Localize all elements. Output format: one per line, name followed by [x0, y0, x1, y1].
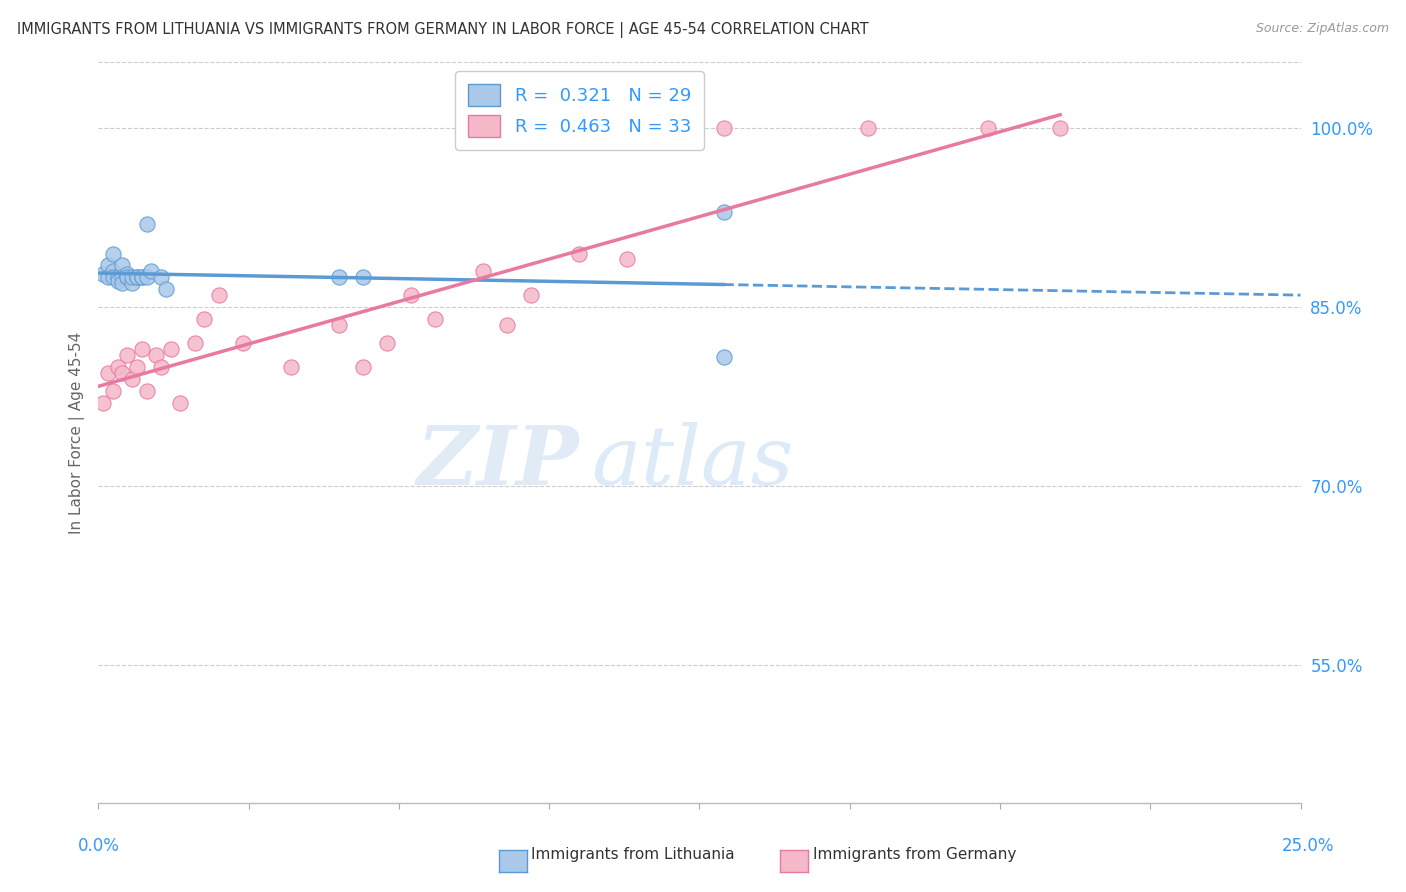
- Point: [135, 270, 157, 285]
- Point: [496, 318, 519, 333]
- Text: atlas: atlas: [592, 422, 793, 502]
- Point: [97, 270, 120, 285]
- Point: [107, 274, 129, 288]
- Point: [135, 384, 157, 398]
- Text: Immigrants from Germany: Immigrants from Germany: [813, 847, 1017, 863]
- Point: [977, 121, 1000, 136]
- Point: [111, 277, 134, 291]
- Point: [107, 270, 129, 285]
- Point: [97, 366, 120, 380]
- Point: [193, 312, 215, 326]
- Point: [91, 396, 114, 410]
- Point: [111, 270, 134, 285]
- Point: [141, 264, 163, 278]
- Point: [159, 342, 181, 356]
- Point: [101, 384, 124, 398]
- Point: [101, 246, 124, 260]
- Point: [713, 351, 735, 365]
- Point: [97, 259, 120, 273]
- Point: [125, 359, 148, 374]
- Point: [232, 336, 254, 351]
- Text: 0.0%: 0.0%: [77, 837, 120, 855]
- Point: [1049, 121, 1071, 136]
- Point: [616, 252, 638, 267]
- Point: [423, 312, 446, 326]
- Point: [375, 336, 398, 351]
- Point: [131, 342, 153, 356]
- Text: Immigrants from Lithuania: Immigrants from Lithuania: [531, 847, 735, 863]
- Point: [121, 270, 143, 285]
- Point: [280, 359, 302, 374]
- Point: [101, 270, 124, 285]
- Point: [183, 336, 205, 351]
- Point: [399, 288, 422, 302]
- Point: [328, 318, 350, 333]
- Point: [117, 270, 139, 285]
- Point: [101, 264, 124, 278]
- Text: Source: ZipAtlas.com: Source: ZipAtlas.com: [1256, 22, 1389, 36]
- Point: [169, 396, 191, 410]
- Point: [352, 359, 374, 374]
- Point: [328, 270, 350, 285]
- Point: [149, 359, 172, 374]
- Point: [121, 277, 143, 291]
- Point: [125, 270, 148, 285]
- Point: [352, 270, 374, 285]
- Point: [856, 121, 879, 136]
- Point: [107, 359, 129, 374]
- Legend: R =  0.321   N = 29, R =  0.463   N = 33: R = 0.321 N = 29, R = 0.463 N = 33: [456, 71, 703, 150]
- Point: [568, 246, 591, 260]
- Text: IMMIGRANTS FROM LITHUANIA VS IMMIGRANTS FROM GERMANY IN LABOR FORCE | AGE 45-54 : IMMIGRANTS FROM LITHUANIA VS IMMIGRANTS …: [17, 22, 869, 38]
- Point: [145, 348, 167, 362]
- Point: [208, 288, 231, 302]
- Y-axis label: In Labor Force | Age 45-54: In Labor Force | Age 45-54: [69, 332, 84, 533]
- Point: [117, 348, 139, 362]
- Text: ZIP: ZIP: [416, 422, 579, 502]
- Point: [121, 372, 143, 386]
- Point: [155, 282, 177, 296]
- Point: [131, 270, 153, 285]
- Point: [713, 204, 735, 219]
- Point: [135, 217, 157, 231]
- Text: 25.0%: 25.0%: [1281, 837, 1334, 855]
- Point: [472, 264, 495, 278]
- Point: [149, 270, 172, 285]
- Point: [111, 259, 134, 273]
- Point: [117, 267, 139, 281]
- Point: [91, 267, 114, 281]
- Point: [125, 270, 148, 285]
- Point: [131, 270, 153, 285]
- Point: [111, 366, 134, 380]
- Point: [520, 288, 543, 302]
- Point: [117, 270, 139, 285]
- Point: [713, 121, 735, 136]
